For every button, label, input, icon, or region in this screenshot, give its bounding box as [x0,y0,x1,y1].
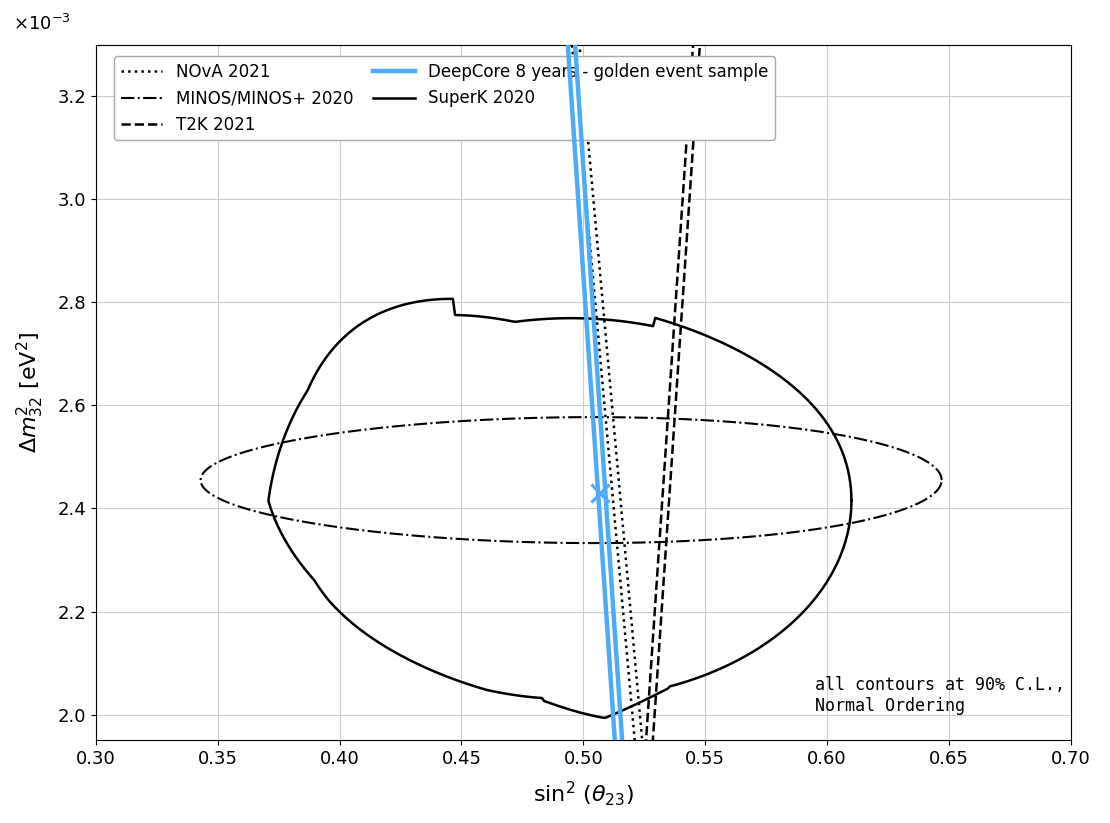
X-axis label: sin$^2$ ($\theta_{23}$): sin$^2$ ($\theta_{23}$) [533,779,634,808]
Legend: NOvA 2021, MINOS/MINOS+ 2020, T2K 2021, DeepCore 8 years - golden event sample, : NOvA 2021, MINOS/MINOS+ 2020, T2K 2021, … [114,57,775,141]
Text: $\times10^{-3}$: $\times10^{-3}$ [13,14,71,35]
Y-axis label: $\Delta m^2_{32}$ [eV$^2$]: $\Delta m^2_{32}$ [eV$^2$] [16,332,47,453]
Text: all contours at 90% C.L.,
Normal Ordering: all contours at 90% C.L., Normal Orderin… [815,676,1064,714]
